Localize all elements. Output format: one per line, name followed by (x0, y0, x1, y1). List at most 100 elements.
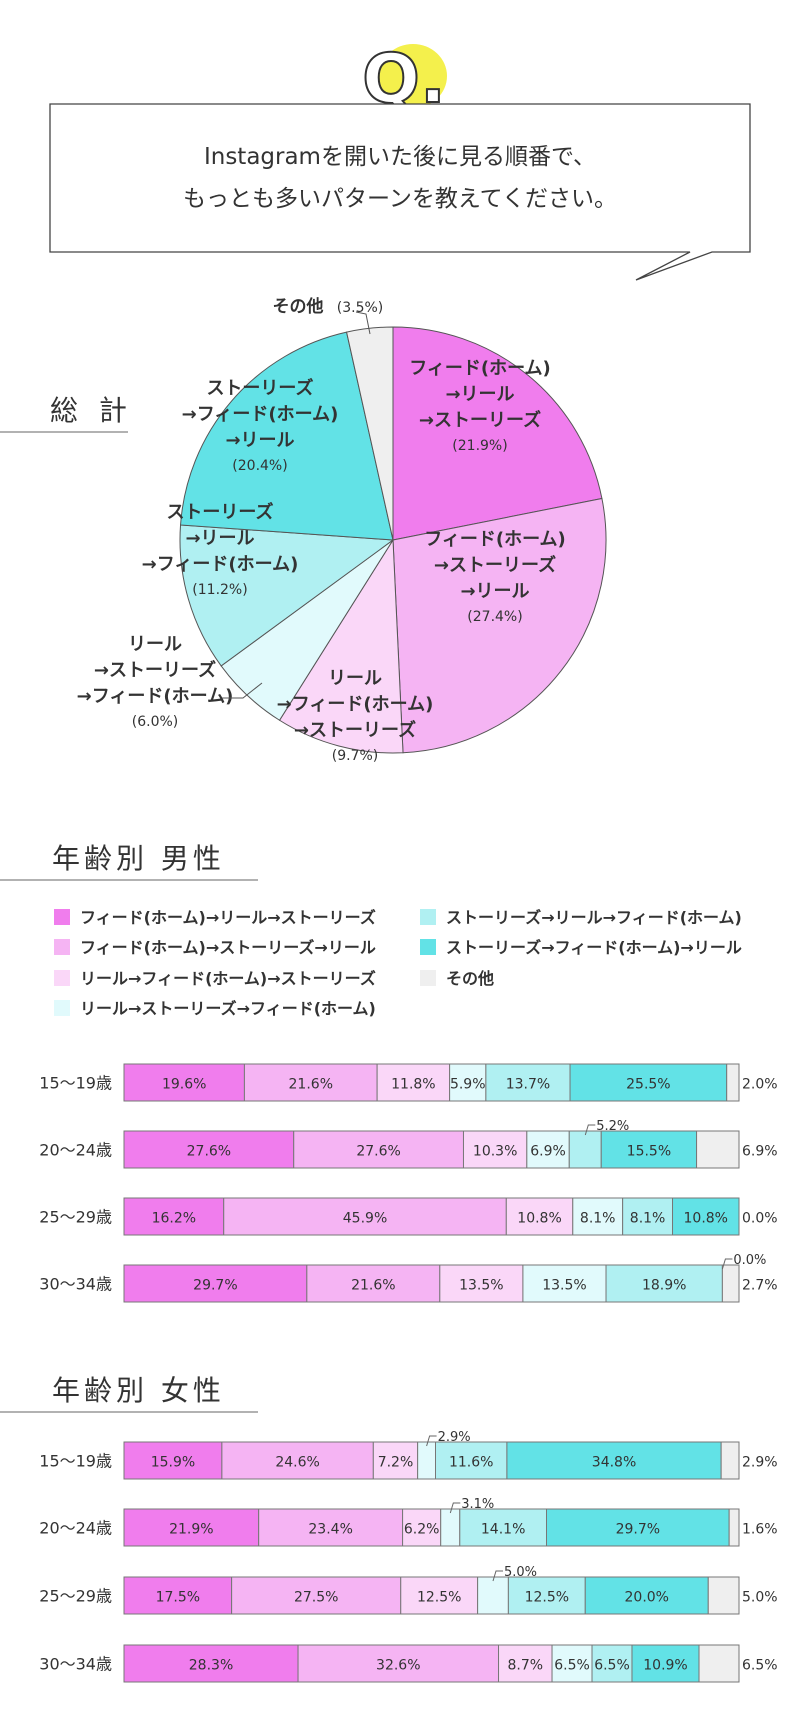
legend-swatch-G (420, 970, 436, 986)
bar-segment-A (123, 1197, 225, 1236)
bar-value-label-D: 8.1% (580, 1211, 616, 1227)
bar-value-label-B: 45.9% (343, 1211, 387, 1227)
bar-value-label-E: 6.5% (594, 1658, 630, 1674)
bar-segment-C (439, 1264, 524, 1303)
bar-value-label-G: 0.0% (742, 1211, 778, 1227)
bar-value-label-E: 11.6% (449, 1455, 493, 1471)
male-bar-chart: 15〜19歳 19.6% 21.6% 11.8% 5.9% 13.7% 25.5% 2.0% 2… (39, 1063, 778, 1303)
bar-segment-D (526, 1130, 570, 1169)
bar-segment-B (293, 1130, 464, 1169)
bar-segment-E (591, 1644, 633, 1683)
bar-value-label-D: 2.9% (438, 1430, 471, 1445)
pie-label-B-line-1: フィード(ホーム) (424, 529, 566, 550)
pie-leader-D (222, 682, 263, 699)
pie-slice-G (345, 326, 394, 541)
bar-segment-E (507, 1576, 586, 1615)
bar-segment-E (568, 1130, 602, 1169)
bar-value-label-G: 2.7% (742, 1278, 778, 1294)
bar-segment-C (462, 1130, 528, 1169)
bar-segment-C (376, 1063, 451, 1102)
bar-segment-D (440, 1508, 461, 1547)
bar-value-label-G: 6.9% (742, 1144, 778, 1160)
bar-segment-B (231, 1576, 402, 1615)
pie-label-F-line-1: ストーリーズ (206, 377, 313, 399)
bar-value-label-G: 2.9% (742, 1455, 778, 1471)
bar-value-label-E: 18.9% (642, 1278, 686, 1294)
pie-label-C-line-1: リール (328, 668, 382, 689)
bar-segment-B (243, 1063, 378, 1102)
pie-label-A-line-2: →リール (445, 384, 514, 405)
bar-value-label-E: 13.7% (506, 1077, 550, 1093)
pie-label-E-line-1: ストーリーズ (166, 501, 273, 523)
bar-value-label-F: 10.9% (643, 1658, 687, 1674)
bar-value-label-D: 6.9% (530, 1144, 566, 1160)
bar-callout-line-F (721, 1258, 733, 1270)
section-female-title: 年齢別 女性 (52, 1374, 225, 1407)
legend-label-E: ストーリーズ→リール→フィード(ホーム) (446, 908, 742, 927)
bar-segment-B (223, 1197, 507, 1236)
bar-segment-F (546, 1508, 730, 1547)
pie-label-D-line-1: リール (128, 634, 182, 655)
bar-value-label-C: 7.2% (378, 1455, 414, 1471)
legend-label-C: リール→フィード(ホーム)→ストーリーズ (80, 969, 376, 988)
bar-value-label-E: 14.1% (481, 1522, 525, 1538)
bar-segment-D (551, 1644, 593, 1683)
question-line-2: もっとも多いパターンを教えてください。 (183, 186, 617, 212)
bar-value-label-A: 15.9% (151, 1455, 195, 1471)
pie-slice-E (179, 524, 395, 667)
bar-segment-E (485, 1063, 571, 1102)
pie-pct-B: (27.4%) (467, 609, 522, 625)
bar-segment-A (123, 1130, 295, 1169)
bar-segment-F (600, 1130, 698, 1169)
bar-row-label: 25〜29歳 (39, 1587, 112, 1606)
bar-value-label-D: 5.9% (450, 1077, 486, 1093)
bar-segment-A (123, 1063, 245, 1102)
bar-value-label-A: 19.6% (162, 1077, 206, 1093)
bar-segment-D (477, 1576, 509, 1615)
bar-value-label-A: 29.7% (193, 1278, 237, 1294)
bar-value-label-B: 23.4% (308, 1522, 352, 1538)
pie-label-D-line-2: →ストーリーズ (94, 659, 216, 681)
bar-segment-C (372, 1441, 419, 1480)
bar-segment-F (631, 1644, 700, 1683)
pie-labels: フィード(ホーム) →リール →ストーリーズ (21.9%) フィード(ホーム) →ストー… (77, 296, 566, 764)
legend-swatch-D (54, 1000, 70, 1016)
bar-value-label-B: 32.6% (376, 1658, 420, 1674)
bar-value-label-E: 8.1% (630, 1211, 666, 1227)
legend-label-A: フィード(ホーム)→リール→ストーリーズ (80, 908, 376, 927)
bar-segment-D (417, 1441, 436, 1480)
bar-value-label-D: 5.0% (504, 1565, 537, 1580)
bar-callout-line-D (449, 1502, 461, 1514)
pie-label-F-line-3: →リール (225, 430, 294, 451)
pie-label-E-line-3: →フィード(ホーム) (142, 554, 299, 575)
bar-segment-A (123, 1441, 223, 1480)
bar-row-label: 15〜19歳 (39, 1452, 112, 1471)
pie-pct-D: (6.0%) (132, 714, 179, 730)
legend-label-B: フィード(ホーム)→ストーリーズ→リール (80, 938, 376, 957)
section-total-title: 総 計 (50, 394, 133, 427)
pie-pct-E: (11.2%) (192, 582, 247, 598)
legend-swatch-F (420, 939, 436, 955)
bar-segment-G (720, 1441, 740, 1480)
bar-segment-A (123, 1644, 299, 1683)
bar-value-label-B: 27.5% (294, 1590, 338, 1606)
bar-segment-G (707, 1576, 740, 1615)
bar-value-label-C: 10.8% (517, 1211, 561, 1227)
pie-label-D-line-3: →フィード(ホーム) (77, 686, 234, 707)
bar-value-label-G: 5.0% (742, 1590, 778, 1606)
pie-label-E-line-2: →リール (185, 528, 254, 549)
bar-segment-G (698, 1644, 740, 1683)
pie-slice-B (392, 497, 607, 754)
bar-segment-E (622, 1197, 674, 1236)
bar-value-label-F: 15.5% (627, 1144, 671, 1160)
bar-value-label-B: 27.6% (356, 1144, 400, 1160)
bar-segment-F (569, 1063, 728, 1102)
legend-swatch-E (420, 909, 436, 925)
bar-value-label-A: 28.3% (189, 1658, 233, 1674)
bar-value-label-G: 1.6% (742, 1522, 778, 1538)
bar-value-label-E: 12.5% (525, 1590, 569, 1606)
legend: フィード(ホーム)→リール→ストーリーズフィード(ホーム)→ストーリーズ→リール… (54, 908, 742, 1018)
pie-label-G: その他 (273, 296, 324, 317)
bar-value-label-A: 16.2% (152, 1211, 196, 1227)
bar-value-label-C: 11.8% (391, 1077, 435, 1093)
